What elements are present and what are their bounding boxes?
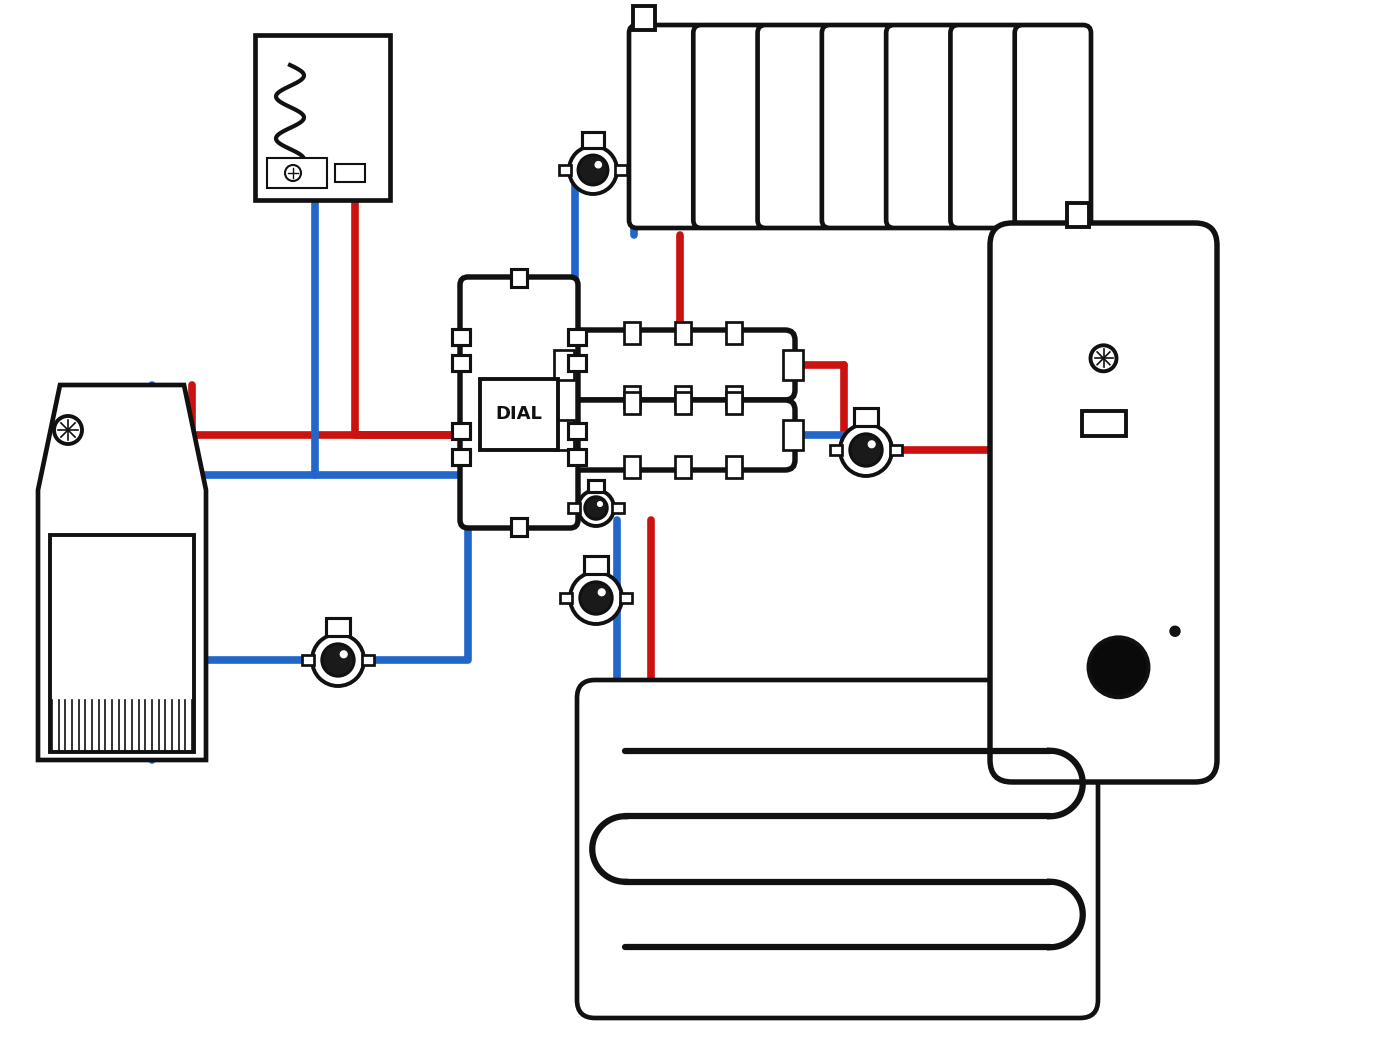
FancyBboxPatch shape (758, 25, 834, 228)
FancyBboxPatch shape (460, 277, 578, 528)
Bar (582, 132, 605, 148)
FancyBboxPatch shape (694, 25, 769, 228)
Circle shape (1170, 626, 1180, 636)
Circle shape (322, 644, 354, 676)
Polygon shape (38, 385, 206, 760)
Bar (614, 165, 627, 175)
Bar (554, 420, 574, 450)
Bar (1067, 203, 1089, 227)
Bar (584, 556, 607, 574)
Bar (50, 534, 194, 752)
Bar (568, 503, 579, 513)
Bar (481, 379, 559, 449)
Bar (854, 408, 878, 426)
FancyBboxPatch shape (886, 25, 963, 228)
Circle shape (840, 424, 892, 477)
Bar (451, 354, 469, 371)
Bar (559, 165, 571, 175)
Bar (612, 503, 624, 513)
Bar (334, 164, 365, 182)
Bar (726, 456, 742, 478)
Bar (674, 392, 691, 414)
Bar (783, 420, 802, 450)
Bar (674, 386, 691, 408)
Circle shape (579, 582, 612, 614)
Circle shape (578, 490, 614, 526)
Circle shape (599, 589, 605, 596)
Bar (568, 354, 586, 371)
Bar (451, 448, 469, 465)
FancyBboxPatch shape (561, 330, 795, 400)
Bar (624, 456, 639, 478)
Bar (511, 269, 527, 287)
Bar (560, 593, 573, 603)
Circle shape (585, 496, 607, 519)
Circle shape (568, 146, 617, 194)
FancyBboxPatch shape (630, 25, 705, 228)
Circle shape (1091, 345, 1117, 371)
Circle shape (286, 165, 301, 181)
Bar (568, 422, 586, 439)
Bar (326, 618, 350, 636)
Bar (1081, 411, 1126, 436)
Bar (726, 386, 742, 408)
Bar (674, 322, 691, 344)
Bar (568, 329, 586, 345)
Bar (674, 456, 691, 478)
Bar (830, 445, 841, 455)
Bar (568, 448, 586, 465)
FancyBboxPatch shape (561, 400, 795, 470)
Bar (255, 34, 390, 200)
Circle shape (868, 441, 875, 447)
Circle shape (312, 634, 364, 686)
FancyBboxPatch shape (990, 223, 1217, 782)
Bar (632, 6, 655, 30)
Bar (588, 480, 605, 492)
Bar (451, 329, 469, 345)
Circle shape (1088, 637, 1148, 697)
Bar (783, 350, 802, 380)
FancyBboxPatch shape (950, 25, 1027, 228)
Bar (624, 386, 639, 408)
Bar (890, 445, 903, 455)
Bar (624, 322, 639, 344)
Circle shape (570, 572, 623, 624)
Bar (620, 593, 632, 603)
Bar (362, 655, 373, 665)
Bar (302, 655, 313, 665)
Circle shape (595, 162, 602, 168)
FancyBboxPatch shape (1014, 25, 1091, 228)
Circle shape (578, 155, 607, 185)
Bar (451, 422, 469, 439)
Bar (267, 158, 327, 188)
Bar (726, 322, 742, 344)
Bar (554, 350, 574, 380)
Bar (624, 392, 639, 414)
Circle shape (850, 434, 882, 466)
Bar (726, 392, 742, 414)
FancyBboxPatch shape (822, 25, 898, 228)
Circle shape (598, 502, 602, 507)
Bar (511, 518, 527, 536)
Circle shape (340, 651, 347, 657)
Circle shape (54, 416, 82, 444)
FancyBboxPatch shape (577, 680, 1098, 1018)
Text: DIAL: DIAL (496, 405, 542, 423)
